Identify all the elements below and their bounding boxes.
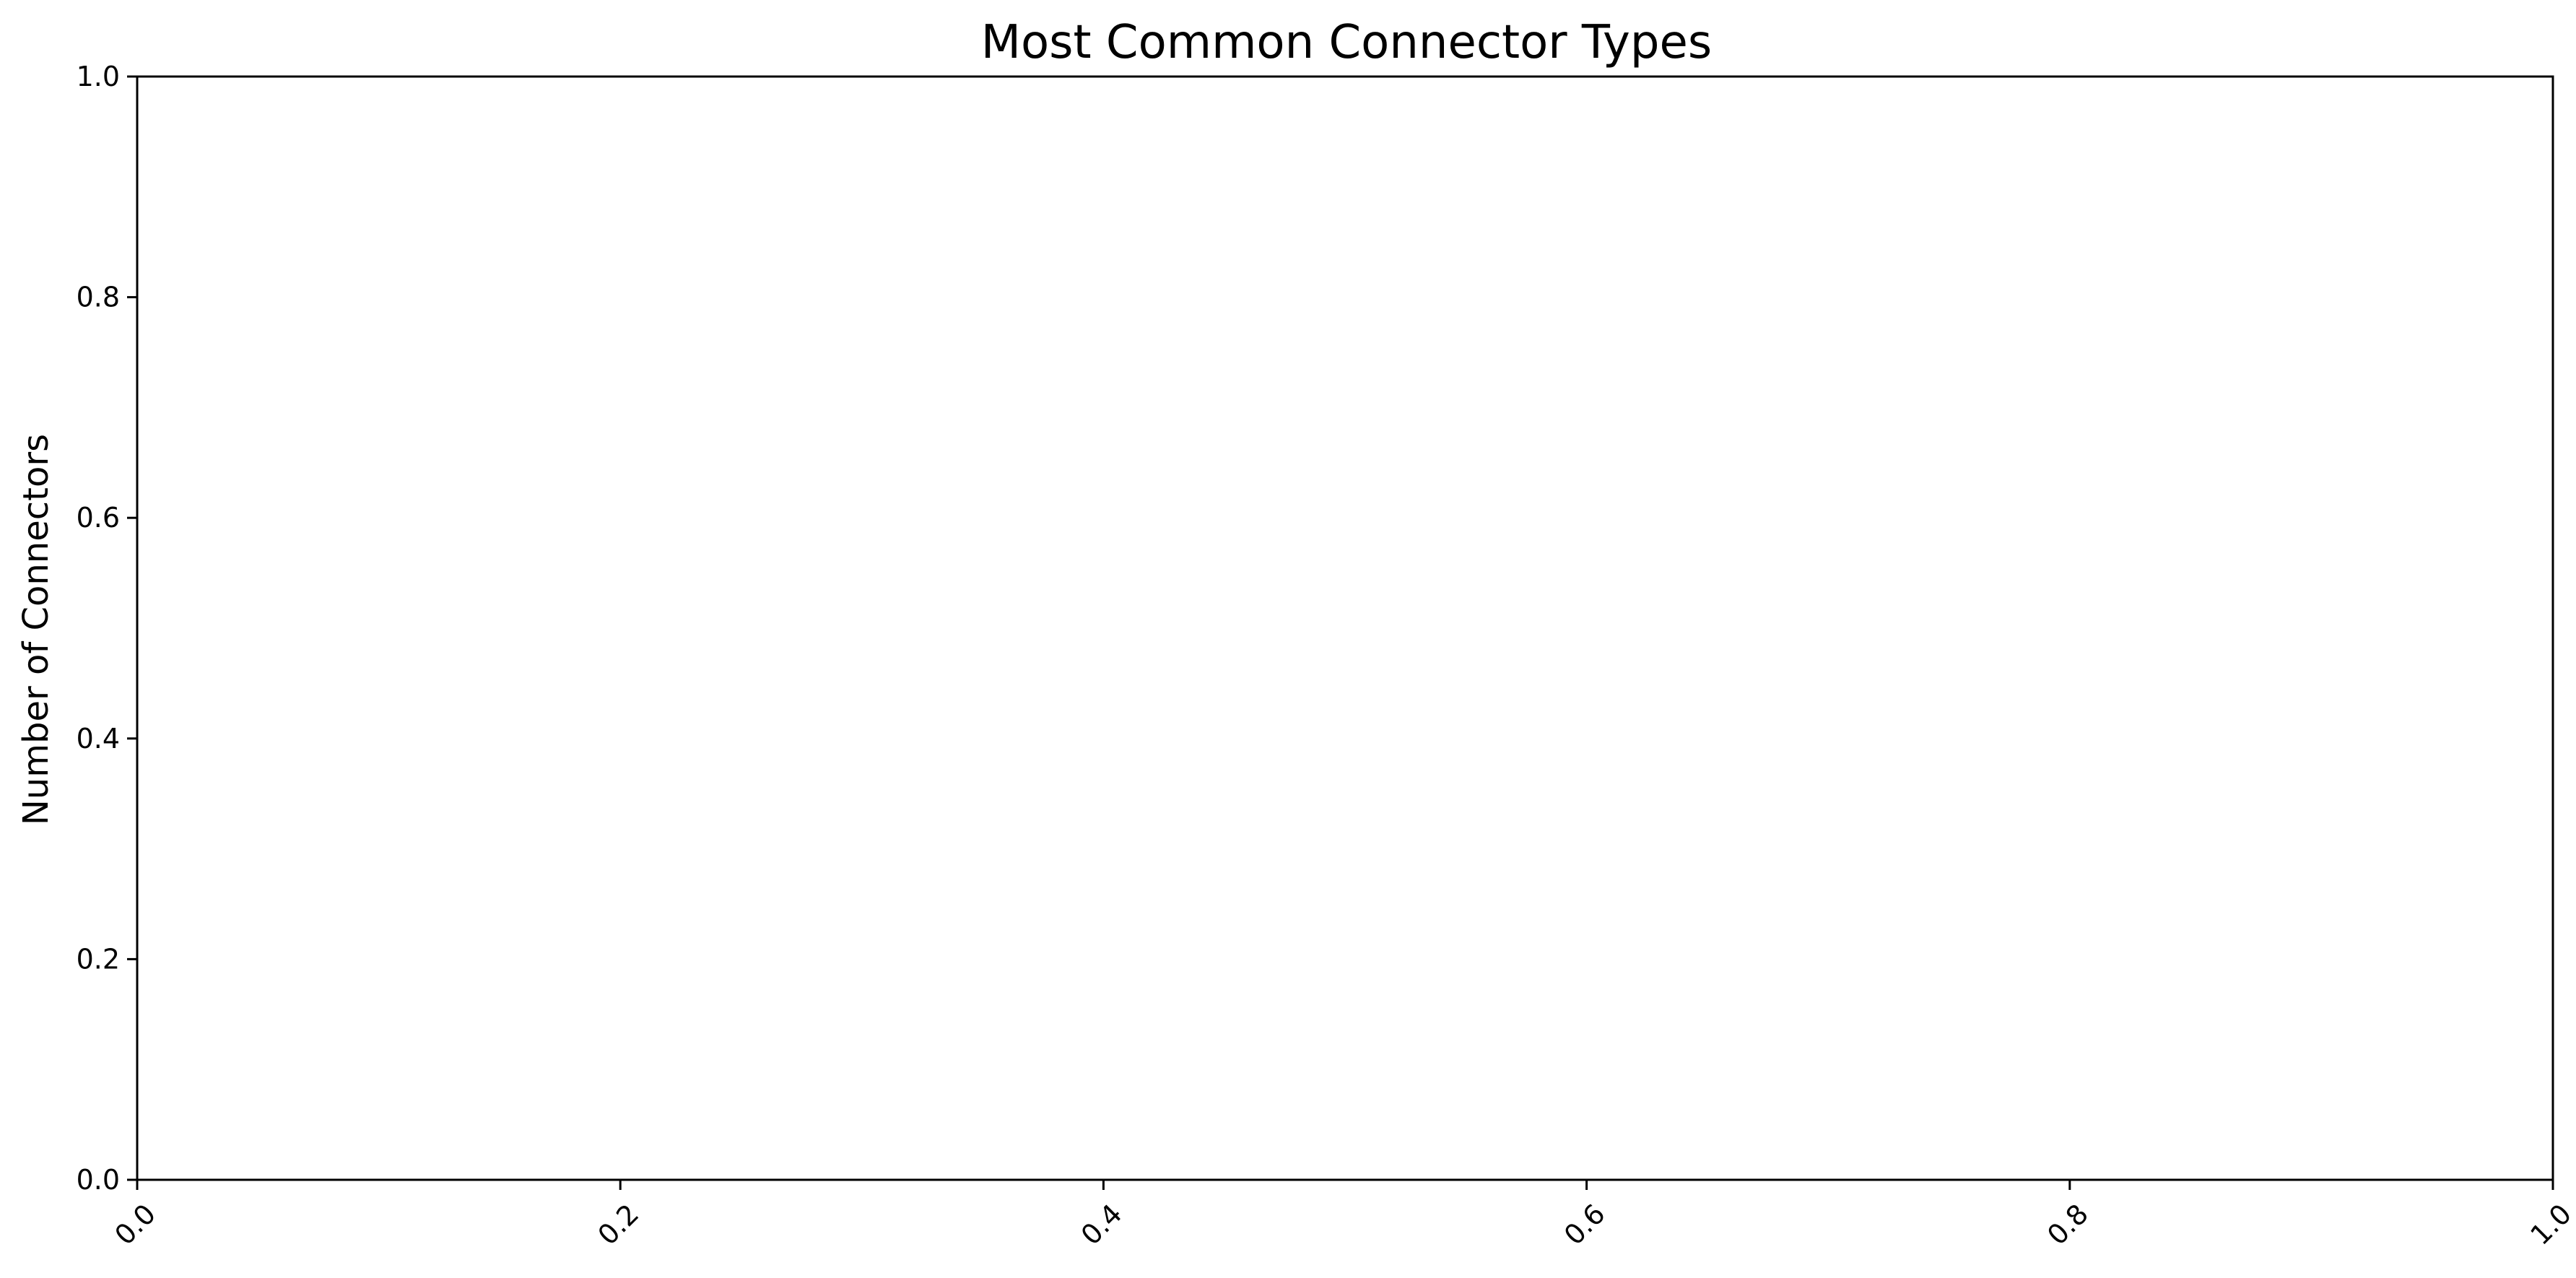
y-axis: 0.0 0.2 0.4 0.6 0.8 1.0 [77,61,137,1196]
y-tick-label: 0.6 [77,502,120,534]
y-tick-label: 0.0 [77,1164,120,1196]
x-tick-label: 0.2 [592,1198,645,1251]
x-tick-label: 1.0 [2524,1198,2576,1251]
plot-area [136,75,2554,1181]
x-tick-label: 0.6 [1558,1198,1611,1251]
chart-title: Most Common Connector Types [981,16,1713,69]
x-tick-label: 0.8 [2041,1198,2094,1251]
x-tick-label: 0.0 [108,1198,162,1251]
y-tick-label: 0.8 [77,282,120,313]
y-axis-label: Number of Connectors [16,434,56,825]
x-tick-label: 0.4 [1075,1198,1128,1251]
y-tick-label: 0.2 [77,943,120,975]
x-axis: 0.0 0.2 0.4 0.6 0.8 1.0 [108,1180,2576,1251]
y-tick-label: 0.4 [77,723,120,755]
y-tick-label: 1.0 [77,61,120,92]
